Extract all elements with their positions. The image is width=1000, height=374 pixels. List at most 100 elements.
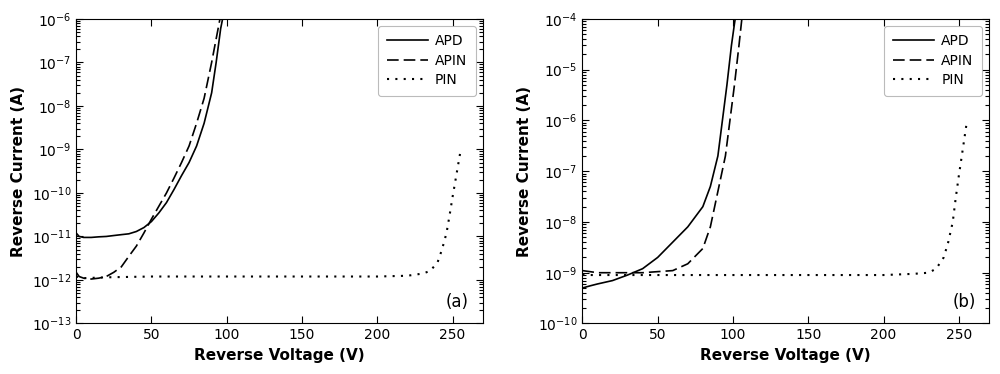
PIN <box>878 273 890 277</box>
PIN <box>416 272 428 276</box>
APIN <box>130 244 142 248</box>
APD <box>85 235 97 240</box>
APD <box>73 234 85 239</box>
APD <box>176 174 188 178</box>
APIN <box>176 160 188 165</box>
PIN <box>441 231 453 235</box>
Text: (b): (b) <box>952 293 976 311</box>
APIN <box>160 191 172 195</box>
APIN <box>728 83 740 87</box>
PIN <box>652 273 664 277</box>
APIN <box>712 189 724 194</box>
PIN <box>727 273 739 277</box>
APD <box>206 91 218 95</box>
APIN <box>123 254 135 258</box>
PIN <box>930 266 942 271</box>
APIN <box>85 277 97 281</box>
APIN <box>697 246 709 251</box>
PIN <box>431 260 443 265</box>
PIN <box>947 220 959 224</box>
Line: APD: APD <box>76 0 234 237</box>
APIN <box>198 96 210 101</box>
APIN <box>591 270 603 275</box>
APD <box>584 283 596 288</box>
PIN <box>953 174 965 178</box>
PIN <box>950 196 962 200</box>
PIN <box>447 195 459 199</box>
APD <box>100 234 112 239</box>
APIN <box>183 144 195 148</box>
APIN <box>93 276 105 280</box>
PIN <box>923 270 935 275</box>
APIN <box>637 270 649 275</box>
APD <box>721 83 733 87</box>
APD <box>168 187 180 192</box>
PIN <box>942 240 954 244</box>
APD <box>108 233 120 238</box>
Line: PIN: PIN <box>582 125 966 275</box>
APD <box>725 43 737 48</box>
APD <box>191 144 203 148</box>
PIN <box>576 273 588 277</box>
PIN <box>802 273 814 277</box>
PIN <box>607 273 619 277</box>
PIN <box>450 178 462 182</box>
PIN <box>221 274 233 279</box>
APD <box>576 286 588 290</box>
APIN <box>652 269 664 274</box>
APIN <box>145 217 157 221</box>
APIN <box>576 269 588 273</box>
PIN <box>70 274 82 279</box>
APD <box>78 235 90 240</box>
APD <box>591 282 603 286</box>
Legend: APD, APIN, PIN: APD, APIN, PIN <box>378 26 476 96</box>
Y-axis label: Reverse Current (A): Reverse Current (A) <box>517 86 532 257</box>
APD <box>652 255 664 260</box>
PIN <box>424 269 436 273</box>
APD <box>219 4 231 8</box>
PIN <box>908 272 920 276</box>
PIN <box>401 273 413 278</box>
APD <box>731 1 743 6</box>
PIN <box>145 274 157 279</box>
APD <box>728 22 740 26</box>
Legend: APD, APIN, PIN: APD, APIN, PIN <box>884 26 982 96</box>
APIN <box>584 269 596 274</box>
Y-axis label: Reverse Current (A): Reverse Current (A) <box>11 86 26 257</box>
APIN <box>168 176 180 180</box>
PIN <box>296 274 308 279</box>
PIN <box>371 274 383 279</box>
APD <box>622 273 634 277</box>
X-axis label: Reverse Voltage (V): Reverse Voltage (V) <box>700 348 871 363</box>
APIN <box>667 269 679 273</box>
APIN <box>213 21 225 25</box>
APIN <box>206 60 218 65</box>
APIN <box>73 274 85 279</box>
APIN <box>138 231 150 235</box>
APIN <box>724 118 736 123</box>
APD <box>667 240 679 244</box>
APD <box>138 225 150 230</box>
APD <box>637 266 649 271</box>
PIN <box>454 151 466 156</box>
APIN <box>70 270 82 275</box>
APD <box>716 118 728 123</box>
APIN <box>622 270 634 275</box>
APIN <box>737 1 749 6</box>
Line: PIN: PIN <box>76 154 460 278</box>
APIN <box>78 276 90 280</box>
Line: APIN: APIN <box>582 4 743 273</box>
X-axis label: Reverse Voltage (V): Reverse Voltage (V) <box>194 348 365 363</box>
PIN <box>956 154 968 158</box>
APD <box>607 278 619 283</box>
PIN <box>100 275 112 280</box>
APD <box>183 160 195 165</box>
Text: (a): (a) <box>446 293 469 311</box>
APD <box>115 232 127 237</box>
PIN <box>444 214 456 218</box>
APIN <box>704 225 716 229</box>
APD <box>682 225 694 229</box>
APD <box>153 211 165 215</box>
PIN <box>78 276 90 280</box>
APIN <box>719 154 731 158</box>
